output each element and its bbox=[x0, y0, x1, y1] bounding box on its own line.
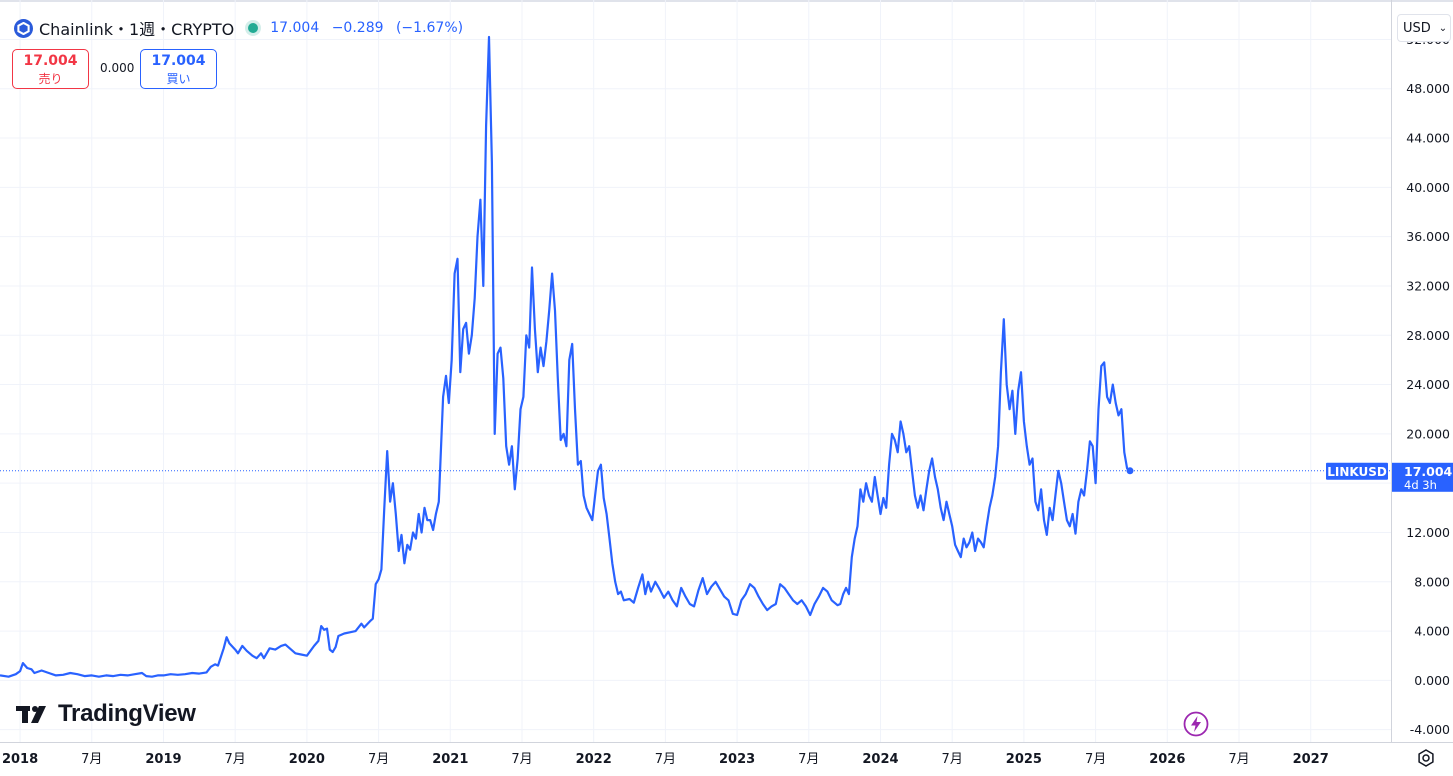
buy-price: 17.004 bbox=[151, 53, 206, 69]
price-line[interactable] bbox=[0, 35, 1131, 678]
x-tick-label: 2026 bbox=[1149, 752, 1185, 767]
price-change-percent: (−1.67%) bbox=[395, 20, 464, 36]
y-tick-label: 4.000 bbox=[1414, 624, 1450, 639]
bar-countdown: 4d 3h bbox=[1404, 478, 1437, 492]
x-tick-label: 2022 bbox=[576, 752, 612, 767]
market-status-dot[interactable] bbox=[248, 23, 259, 33]
currency-value: USD bbox=[1403, 20, 1431, 36]
chevron-down-icon: ⌄ bbox=[1438, 22, 1448, 34]
y-tick-label: 36.000 bbox=[1406, 229, 1450, 244]
x-tick-label: 2025 bbox=[1006, 752, 1042, 767]
tradingview-logo-icon bbox=[16, 706, 46, 723]
x-tick-label: 7月 bbox=[655, 752, 676, 767]
x-tick-label: 7月 bbox=[1228, 752, 1249, 767]
x-tick-label: 7月 bbox=[368, 752, 389, 767]
tradingview-logo[interactable]: TradingView bbox=[16, 700, 196, 728]
y-tick-label: 8.000 bbox=[1414, 574, 1450, 589]
quote-values: 17.004 −0.289 (−1.67%) bbox=[270, 20, 471, 36]
last-price: 17.004 bbox=[270, 20, 320, 36]
x-tick-label: 7月 bbox=[942, 752, 963, 767]
x-tick-label: 7月 bbox=[1085, 752, 1106, 767]
ticker-label: LINKUSD bbox=[1327, 465, 1387, 479]
x-tick-label: 2023 bbox=[719, 752, 755, 767]
sell-label: 売り bbox=[38, 72, 63, 86]
currency-dropdown[interactable]: USD ⌄ bbox=[1397, 14, 1451, 42]
y-tick-label: 28.000 bbox=[1406, 328, 1450, 343]
x-tick-label: 2018 bbox=[2, 752, 38, 767]
tradingview-logo-text: TradingView bbox=[58, 700, 196, 727]
y-tick-label: 12.000 bbox=[1406, 525, 1450, 540]
y-tick-label: 20.000 bbox=[1406, 426, 1450, 441]
price-axis-label: 17.004 bbox=[1404, 464, 1453, 479]
x-tick-label: 2019 bbox=[145, 752, 181, 767]
sell-price: 17.004 bbox=[23, 53, 78, 69]
x-tick-label: 2024 bbox=[862, 752, 898, 767]
x-tick-label: 2020 bbox=[289, 752, 325, 767]
ticker-label-box bbox=[1326, 462, 1388, 480]
buy-label: 買い bbox=[166, 72, 191, 86]
x-tick-label: 7月 bbox=[798, 752, 819, 767]
x-tick-label: 2021 bbox=[432, 752, 468, 767]
y-tick-label: 24.000 bbox=[1406, 377, 1450, 392]
x-tick-label: 7月 bbox=[81, 752, 102, 767]
price-change: −0.289 bbox=[331, 20, 384, 36]
y-tick-label: 44.000 bbox=[1406, 131, 1450, 146]
x-tick-label: 2027 bbox=[1293, 752, 1329, 767]
gear-icon[interactable] bbox=[1416, 748, 1436, 768]
y-tick-label: -4.000 bbox=[1410, 722, 1450, 737]
symbol-header: Chainlink・1週・CRYPTO 17.004 −0.289 (−1.67… bbox=[14, 16, 471, 40]
chainlink-icon[interactable] bbox=[14, 18, 33, 38]
y-tick-label: 40.000 bbox=[1406, 180, 1450, 195]
symbol-title[interactable]: Chainlink・1週・CRYPTO bbox=[39, 20, 235, 39]
x-tick-label: 7月 bbox=[511, 752, 532, 767]
spread-value: 0.000 bbox=[100, 61, 135, 75]
price-axis-label-box bbox=[1392, 462, 1453, 492]
buy-button[interactable]: 17.004 買い bbox=[140, 49, 217, 89]
x-tick-label: 7月 bbox=[225, 752, 246, 767]
sell-button[interactable]: 17.004 売り bbox=[12, 49, 89, 89]
y-tick-label: 0.000 bbox=[1414, 673, 1450, 688]
y-tick-label: 32.000 bbox=[1406, 278, 1450, 293]
last-point-marker bbox=[1126, 467, 1134, 475]
y-tick-label: 48.000 bbox=[1406, 81, 1450, 96]
lightning-icon[interactable] bbox=[1183, 711, 1209, 737]
